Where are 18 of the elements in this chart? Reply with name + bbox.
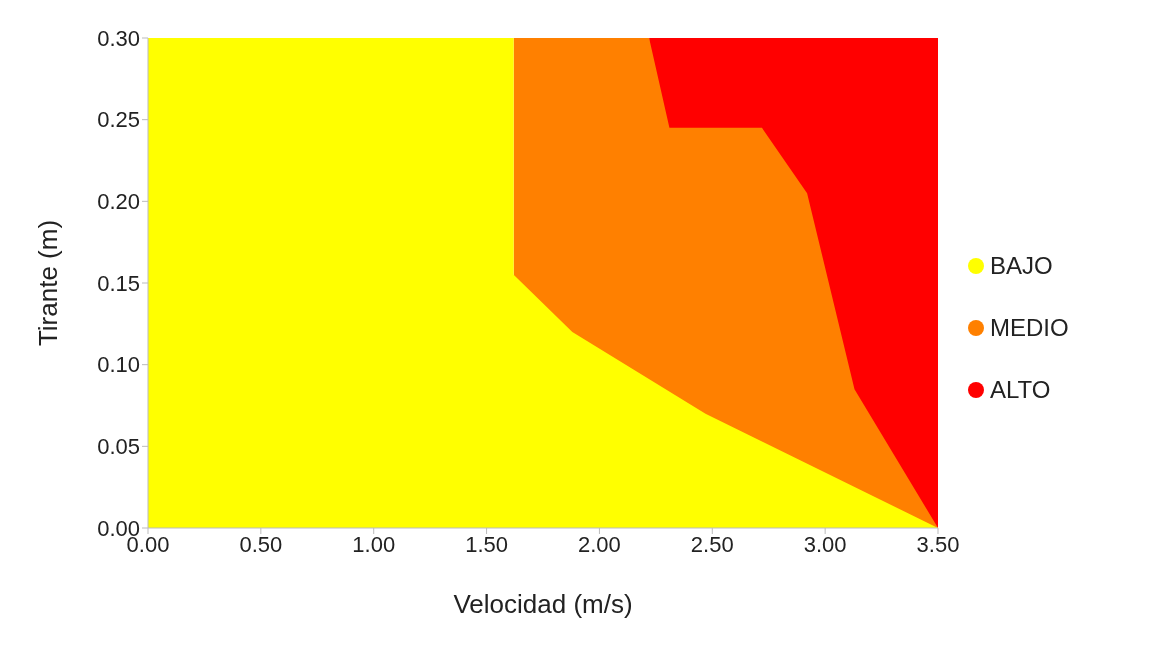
x-tick-label: 3.50 xyxy=(916,531,960,557)
y-tick-label: 0.10 xyxy=(97,352,140,378)
y-tick-label: 0.20 xyxy=(97,189,140,215)
y-tick-label: 0.05 xyxy=(97,434,140,460)
y-tick-label: 0.30 xyxy=(97,25,140,51)
x-axis-title: Velocidad (m/s) xyxy=(453,589,633,619)
x-tick-label: 3.00 xyxy=(803,531,847,557)
legend-label: MEDIO xyxy=(990,314,1069,342)
y-tick-label: 0.25 xyxy=(97,107,140,133)
y-tick-label: 0.15 xyxy=(97,270,140,296)
x-tick-label: 2.50 xyxy=(690,531,734,557)
x-tick-label: 1.50 xyxy=(465,531,508,557)
x-tick-label: 1.00 xyxy=(352,531,396,557)
x-tick-label: 0.50 xyxy=(239,531,283,557)
legend-label: BAJO xyxy=(990,252,1053,280)
x-tick-label: 2.00 xyxy=(578,531,621,557)
legend-label: ALTO xyxy=(990,376,1051,404)
y-axis-title: Tirante (m) xyxy=(33,219,64,347)
